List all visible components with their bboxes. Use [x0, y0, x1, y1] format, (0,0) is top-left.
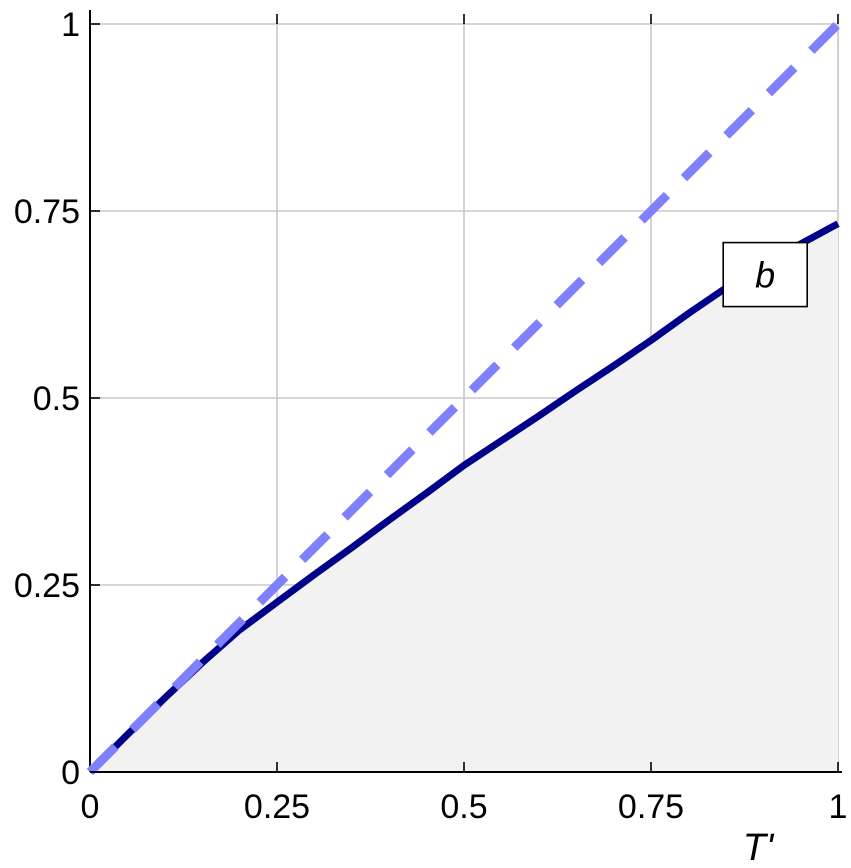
y-tick-label: 0 [61, 754, 80, 792]
y-tick-label: 0.25 [14, 567, 80, 605]
y-tick-label: 0.75 [14, 193, 80, 231]
x-tick-label: 0.75 [618, 788, 684, 826]
series-lines [86, 20, 842, 776]
x-tick-label: 0.5 [440, 788, 487, 826]
series-solid-line [87, 220, 840, 775]
y-tick-label: 1 [61, 6, 80, 44]
area-under-curve [90, 223, 838, 773]
y-tick-label: 0.5 [33, 380, 80, 418]
annotation-label: b [755, 255, 775, 296]
x-axis-title: T' [743, 827, 775, 868]
x-tick-label: 1 [829, 788, 848, 826]
tick-labels: 0 0.25 0.5 0.75 1 0 0.25 0.5 0.75 1 [14, 6, 848, 826]
annotation-box [722, 241, 809, 308]
x-tick-label: 0.25 [244, 788, 310, 826]
annotations: b [722, 241, 809, 308]
x-tick-label: 0 [81, 788, 100, 826]
